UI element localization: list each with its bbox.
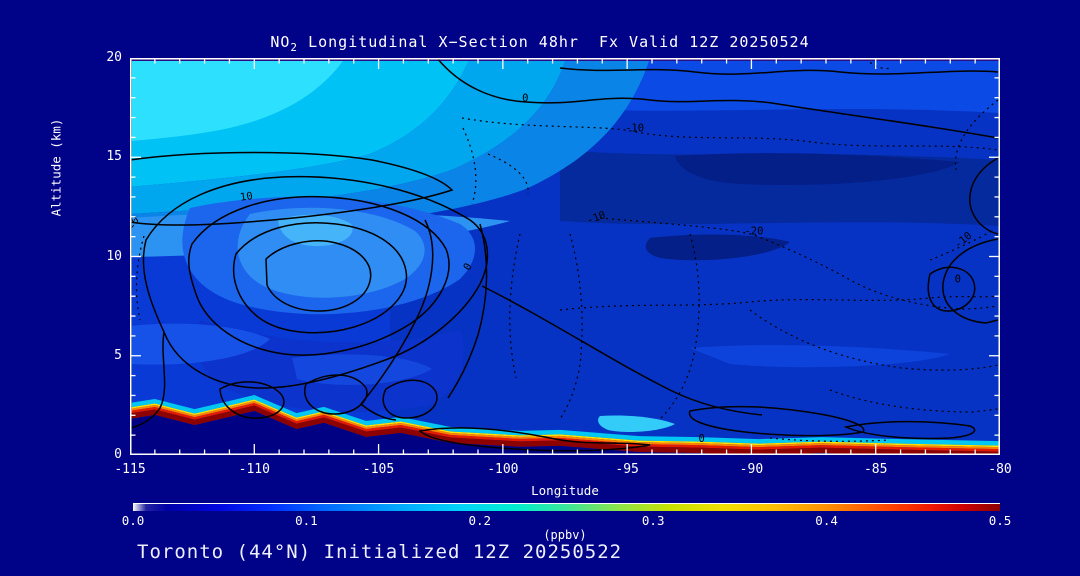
contour-line-dashed <box>462 127 477 205</box>
fill-region <box>292 354 432 385</box>
fill-region <box>675 153 960 186</box>
contour-line-solid <box>130 331 166 429</box>
colorbar-tick-label: 0.1 <box>295 513 318 528</box>
x-tick-label: -95 <box>615 462 639 477</box>
x-tick-label: -90 <box>739 462 764 477</box>
contour-label: 10 <box>239 190 253 204</box>
init-info-text: Toronto (44°N) Initialized 12Z 20250522 <box>137 541 623 563</box>
fill-region <box>130 58 345 141</box>
contour-line-dashed <box>659 233 700 420</box>
terrain-band <box>130 395 1000 446</box>
terrain-band <box>130 411 897 455</box>
contour-line-solid <box>142 175 489 389</box>
contour-line-dashed <box>461 117 999 151</box>
contour-line-solid <box>969 157 999 235</box>
x-tick-label: -105 <box>362 462 395 477</box>
contour-line-solid <box>927 266 976 312</box>
fill-region <box>598 415 675 432</box>
colorbar-tick-label: 0.5 <box>988 513 1012 528</box>
colorbar <box>133 503 1000 511</box>
x-tick-label: -115 <box>114 462 146 477</box>
contour-line-dashed <box>135 235 145 321</box>
x-tick-label: -110 <box>238 462 270 477</box>
colorbar-units-label: (ppbv) <box>543 528 587 542</box>
contour-line-solid <box>481 285 763 416</box>
contour-line-solid <box>436 58 999 139</box>
fill-region <box>645 234 790 261</box>
contour-label: 0 <box>699 433 705 445</box>
contour-label: -10 <box>625 122 644 134</box>
contour-line-solid <box>360 403 397 421</box>
contour-line-solid <box>382 379 438 419</box>
colorbar-tick-label: 0.4 <box>815 513 838 528</box>
contour-label: 0 <box>522 93 528 105</box>
x-tick-label: -100 <box>487 462 519 477</box>
contour-label: 0 <box>955 273 961 285</box>
contour-line-dashed <box>559 233 583 420</box>
contour-line-solid <box>360 219 434 405</box>
y-tick-label: 15 <box>106 149 122 165</box>
fill-region <box>130 58 566 214</box>
chart-title: NO2 Longitudinal X−Section 48hr Fx Valid… <box>270 33 810 54</box>
contour-line-solid <box>843 420 976 440</box>
contour-line-solid <box>942 238 999 324</box>
contour-line-solid <box>559 67 999 75</box>
colorbar-tick-label: 0.3 <box>641 513 665 528</box>
title-subscript: 2 <box>290 41 299 54</box>
contour-line-solid <box>130 151 454 226</box>
contour-label: 0 <box>461 261 475 272</box>
colorbar-tick-label: 0.2 <box>468 513 492 528</box>
contour-line-solid <box>188 195 450 356</box>
contour-line-solid <box>418 427 651 452</box>
contour-line-solid <box>304 374 368 415</box>
contour-label: -20 <box>744 226 763 238</box>
x-tick-label: -80 <box>988 462 1012 477</box>
fill-region <box>278 214 353 247</box>
fill-region <box>690 345 950 368</box>
fill-region <box>560 58 1000 113</box>
contour-line-solid <box>219 381 285 419</box>
contour-line-dashed <box>487 153 529 195</box>
contour-line-dashed <box>509 233 521 379</box>
contour-line-dashed <box>559 295 999 311</box>
x-tick-label: -85 <box>863 462 888 477</box>
y-tick-label: 10 <box>106 248 122 264</box>
contour-line-solid <box>265 240 372 312</box>
contour-line-dashed <box>929 230 993 261</box>
contour-line-solid <box>232 222 408 334</box>
contour-line-dashed <box>769 437 891 442</box>
colorbar-tick-label: 0.0 <box>121 513 145 528</box>
y-tick-label: 20 <box>106 50 122 65</box>
y-tick-label: 0 <box>114 447 122 462</box>
plot-area: 0 10 20 0 -10 -10 -20 -10 0 0 <box>130 58 1000 455</box>
contour-line-dashed <box>749 309 999 371</box>
y-tick-label: 5 <box>114 347 122 363</box>
x-axis-label: Longitude <box>531 483 599 498</box>
contour-line-solid <box>447 223 488 399</box>
contour-label: 20 <box>130 214 142 231</box>
plot-border <box>130 58 1000 455</box>
y-axis-label: Altitude (km) <box>48 118 64 217</box>
terrain-band <box>130 405 1000 455</box>
